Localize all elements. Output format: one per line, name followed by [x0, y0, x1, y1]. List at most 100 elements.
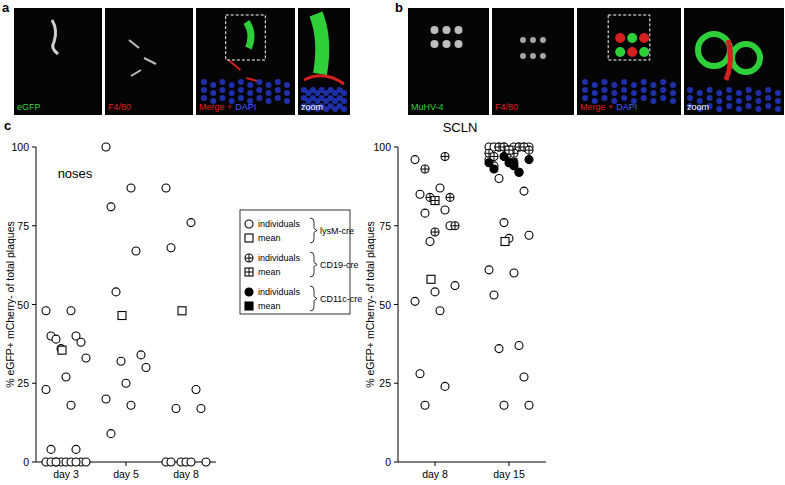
marker-shape — [525, 401, 533, 409]
nucleus — [707, 95, 713, 101]
nucleus — [650, 98, 656, 104]
image-tile — [492, 8, 574, 115]
nucleus — [641, 95, 647, 101]
nucleus — [256, 95, 262, 101]
marker-shape — [500, 401, 508, 409]
marker-shape — [431, 197, 439, 205]
nucleus — [229, 90, 235, 96]
data-point — [127, 401, 135, 409]
y-tick — [32, 304, 36, 305]
marker-shape — [446, 193, 454, 201]
y-tick — [32, 383, 36, 384]
data-point — [515, 341, 523, 349]
marker-shape — [441, 382, 449, 390]
marker-shape — [416, 190, 424, 198]
x-tick — [435, 462, 436, 466]
nucleus — [341, 90, 347, 96]
legend-marker — [245, 302, 253, 310]
nucleus — [660, 79, 666, 85]
data-point — [62, 373, 70, 381]
data-point — [52, 458, 60, 466]
data-point — [42, 307, 50, 315]
data-point — [82, 354, 90, 362]
cell — [443, 26, 451, 34]
panel-letter: b — [395, 0, 403, 15]
nucleus — [201, 79, 207, 85]
nucleus — [219, 79, 225, 85]
nucleus — [746, 95, 752, 101]
cell — [520, 53, 526, 59]
data-point — [117, 357, 125, 365]
cell — [431, 40, 439, 48]
nucleus — [284, 90, 290, 96]
nucleus — [697, 90, 703, 96]
marker-shape — [490, 291, 498, 299]
data-point — [520, 373, 528, 381]
cell — [52, 20, 58, 54]
data-point — [162, 184, 170, 192]
marker-shape — [525, 146, 533, 154]
nucleus — [726, 103, 732, 109]
data-point — [67, 401, 75, 409]
nucleus — [621, 79, 627, 85]
data-point — [197, 404, 205, 412]
cell — [639, 47, 649, 57]
data-point — [525, 146, 533, 154]
marker-shape — [118, 312, 126, 320]
marker-shape — [451, 282, 459, 290]
marker-shape — [42, 386, 50, 394]
data-point — [520, 187, 528, 195]
nucleus — [602, 79, 608, 85]
nucleus — [716, 90, 722, 96]
panel-letter: a — [2, 0, 10, 15]
marker-cross — [525, 146, 533, 154]
data-point — [411, 297, 419, 305]
nucleus — [716, 98, 722, 104]
nucleus — [755, 98, 761, 104]
data-point — [501, 238, 509, 246]
data-point — [525, 156, 533, 164]
nucleus — [670, 90, 676, 96]
marker-shape — [107, 203, 115, 211]
x-tick-label: day 3 — [53, 468, 79, 480]
data-point — [436, 307, 444, 315]
marker-shape — [427, 275, 435, 283]
marker-shape — [490, 165, 498, 173]
nucleus — [275, 79, 281, 85]
nucleus — [219, 87, 225, 93]
data-point — [500, 401, 508, 409]
marker-shape — [102, 143, 110, 151]
nucleus — [746, 87, 752, 93]
data-point — [490, 165, 498, 173]
marker-shape — [520, 373, 528, 381]
data-point — [426, 238, 434, 246]
figure: aeGFPF4/80Merge +DAPIzoombMuHV-4F4/80Mer… — [0, 0, 785, 485]
marker-shape — [192, 386, 200, 394]
marker-shape — [421, 401, 429, 409]
data-point — [509, 159, 517, 167]
legend-marker — [245, 254, 253, 262]
y-tick-label: 0 — [23, 456, 29, 468]
nucleus — [602, 87, 608, 93]
marker-shape — [62, 373, 70, 381]
chart: SCLN% eGFP+ mCherry- of total plaques025… — [364, 120, 546, 480]
data-point — [132, 247, 140, 255]
marker-shape — [132, 247, 140, 255]
data-point — [58, 346, 66, 354]
nucleus — [582, 87, 588, 93]
nucleus — [284, 98, 290, 104]
marker-shape — [245, 234, 253, 242]
data-point — [495, 345, 503, 353]
cell — [698, 34, 730, 66]
legend-label: individuals — [258, 219, 301, 229]
marker-shape — [107, 430, 115, 438]
marker-shape — [510, 159, 518, 167]
marker-shape — [431, 228, 439, 236]
x-tick-label: day 15 — [493, 468, 525, 480]
nucleus — [210, 82, 216, 88]
marker-shape — [431, 288, 439, 296]
nucleus — [726, 95, 732, 101]
marker-shape — [82, 458, 90, 466]
marker-shape — [162, 184, 170, 192]
axis-label: % eGFP+ mCherry- of total plaques — [4, 221, 16, 388]
